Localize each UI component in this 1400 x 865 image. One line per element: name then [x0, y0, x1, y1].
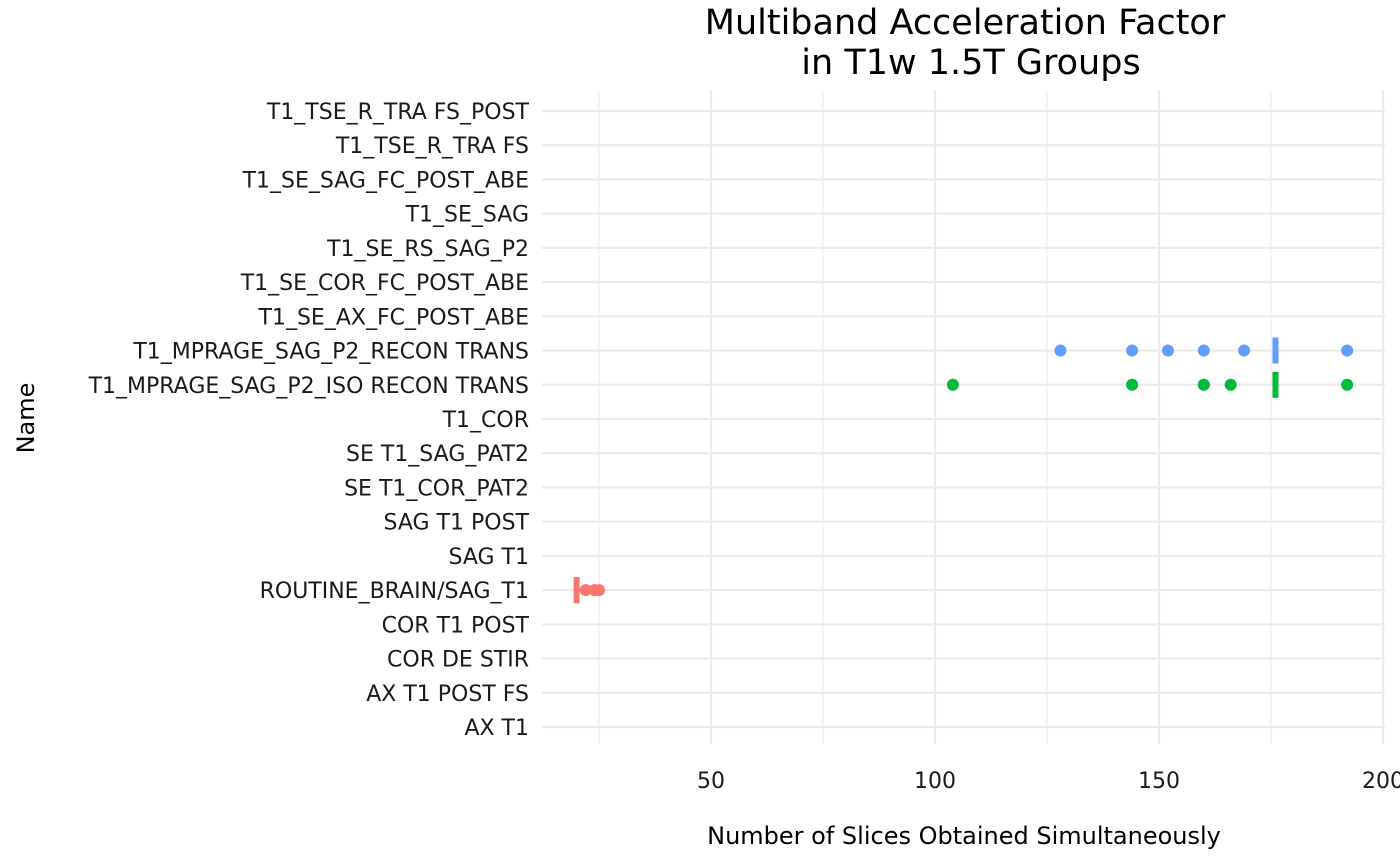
y-tick-label: T1_SE_COR_FC_POST_ABE — [240, 271, 529, 296]
y-tick-label: T1_MPRAGE_SAG_P2_RECON TRANS — [132, 340, 529, 365]
y-axis-title: Name — [12, 383, 40, 454]
data-point — [1341, 378, 1354, 391]
grid — [542, 90, 1385, 744]
chart-title-line-2: in T1w 1.5T Groups — [801, 43, 1140, 83]
median-bar — [1272, 371, 1279, 398]
data-marks — [573, 337, 1354, 604]
data-point — [1126, 344, 1139, 357]
data-point — [593, 584, 605, 597]
y-tick-label: T1_SE_SAG_FC_POST_ABE — [242, 168, 529, 193]
data-point — [1238, 344, 1251, 357]
y-tick-label: COR T1 POST — [382, 613, 530, 638]
data-point — [946, 378, 959, 391]
x-tick-label: 200 — [1362, 769, 1400, 794]
data-point — [579, 584, 592, 597]
chart-title-line-1: Multiband Acceleration Factor — [705, 3, 1226, 43]
y-tick-label: SE T1_COR_PAT2 — [344, 476, 529, 501]
median-bar — [573, 577, 580, 604]
y-tick-label: T1_MPRAGE_SAG_P2_ISO RECON TRANS — [88, 374, 529, 399]
data-point — [1197, 344, 1210, 357]
data-point — [1224, 378, 1237, 391]
y-tick-label: T1_SE_AX_FC_POST_ABE — [258, 305, 529, 330]
y-tick-label: T1_COR — [442, 408, 529, 433]
data-point — [1161, 344, 1174, 357]
median-bar — [1272, 337, 1279, 364]
x-tick-label: 50 — [697, 769, 725, 794]
y-tick-label: AX T1 POST FS — [366, 682, 529, 707]
y-tick-label: ROUTINE_BRAIN/SAG_T1 — [260, 579, 529, 604]
y-axis-tick-labels: AX T1 AX T1 POST FS COR DE STIR COR T1 POST… — [88, 100, 530, 741]
y-tick-label: SAG T1 POST — [384, 511, 530, 536]
data-point — [1197, 378, 1210, 391]
data-point — [1054, 344, 1067, 357]
y-tick-label: T1_TSE_R_TRA FS — [335, 134, 529, 159]
x-tick-label: 150 — [1138, 769, 1180, 794]
y-tick-label: COR DE STIR — [387, 648, 529, 673]
data-point — [1126, 378, 1139, 391]
y-tick-label: T1_SE_RS_SAG_P2 — [326, 237, 529, 262]
y-tick-label: AX T1 — [464, 716, 529, 741]
x-axis-tick-labels: 50 100 150 200 — [697, 769, 1400, 794]
y-tick-label: SAG T1 — [448, 545, 529, 570]
x-tick-label: 100 — [914, 769, 956, 794]
data-point — [1341, 344, 1354, 357]
y-tick-label: T1_TSE_R_TRA FS_POST — [266, 100, 530, 125]
y-tick-label: SE T1_SAG_PAT2 — [346, 442, 529, 467]
x-axis-title: Number of Slices Obtained Simultaneously — [707, 822, 1221, 850]
y-tick-label: T1_SE_SAG — [405, 203, 529, 228]
